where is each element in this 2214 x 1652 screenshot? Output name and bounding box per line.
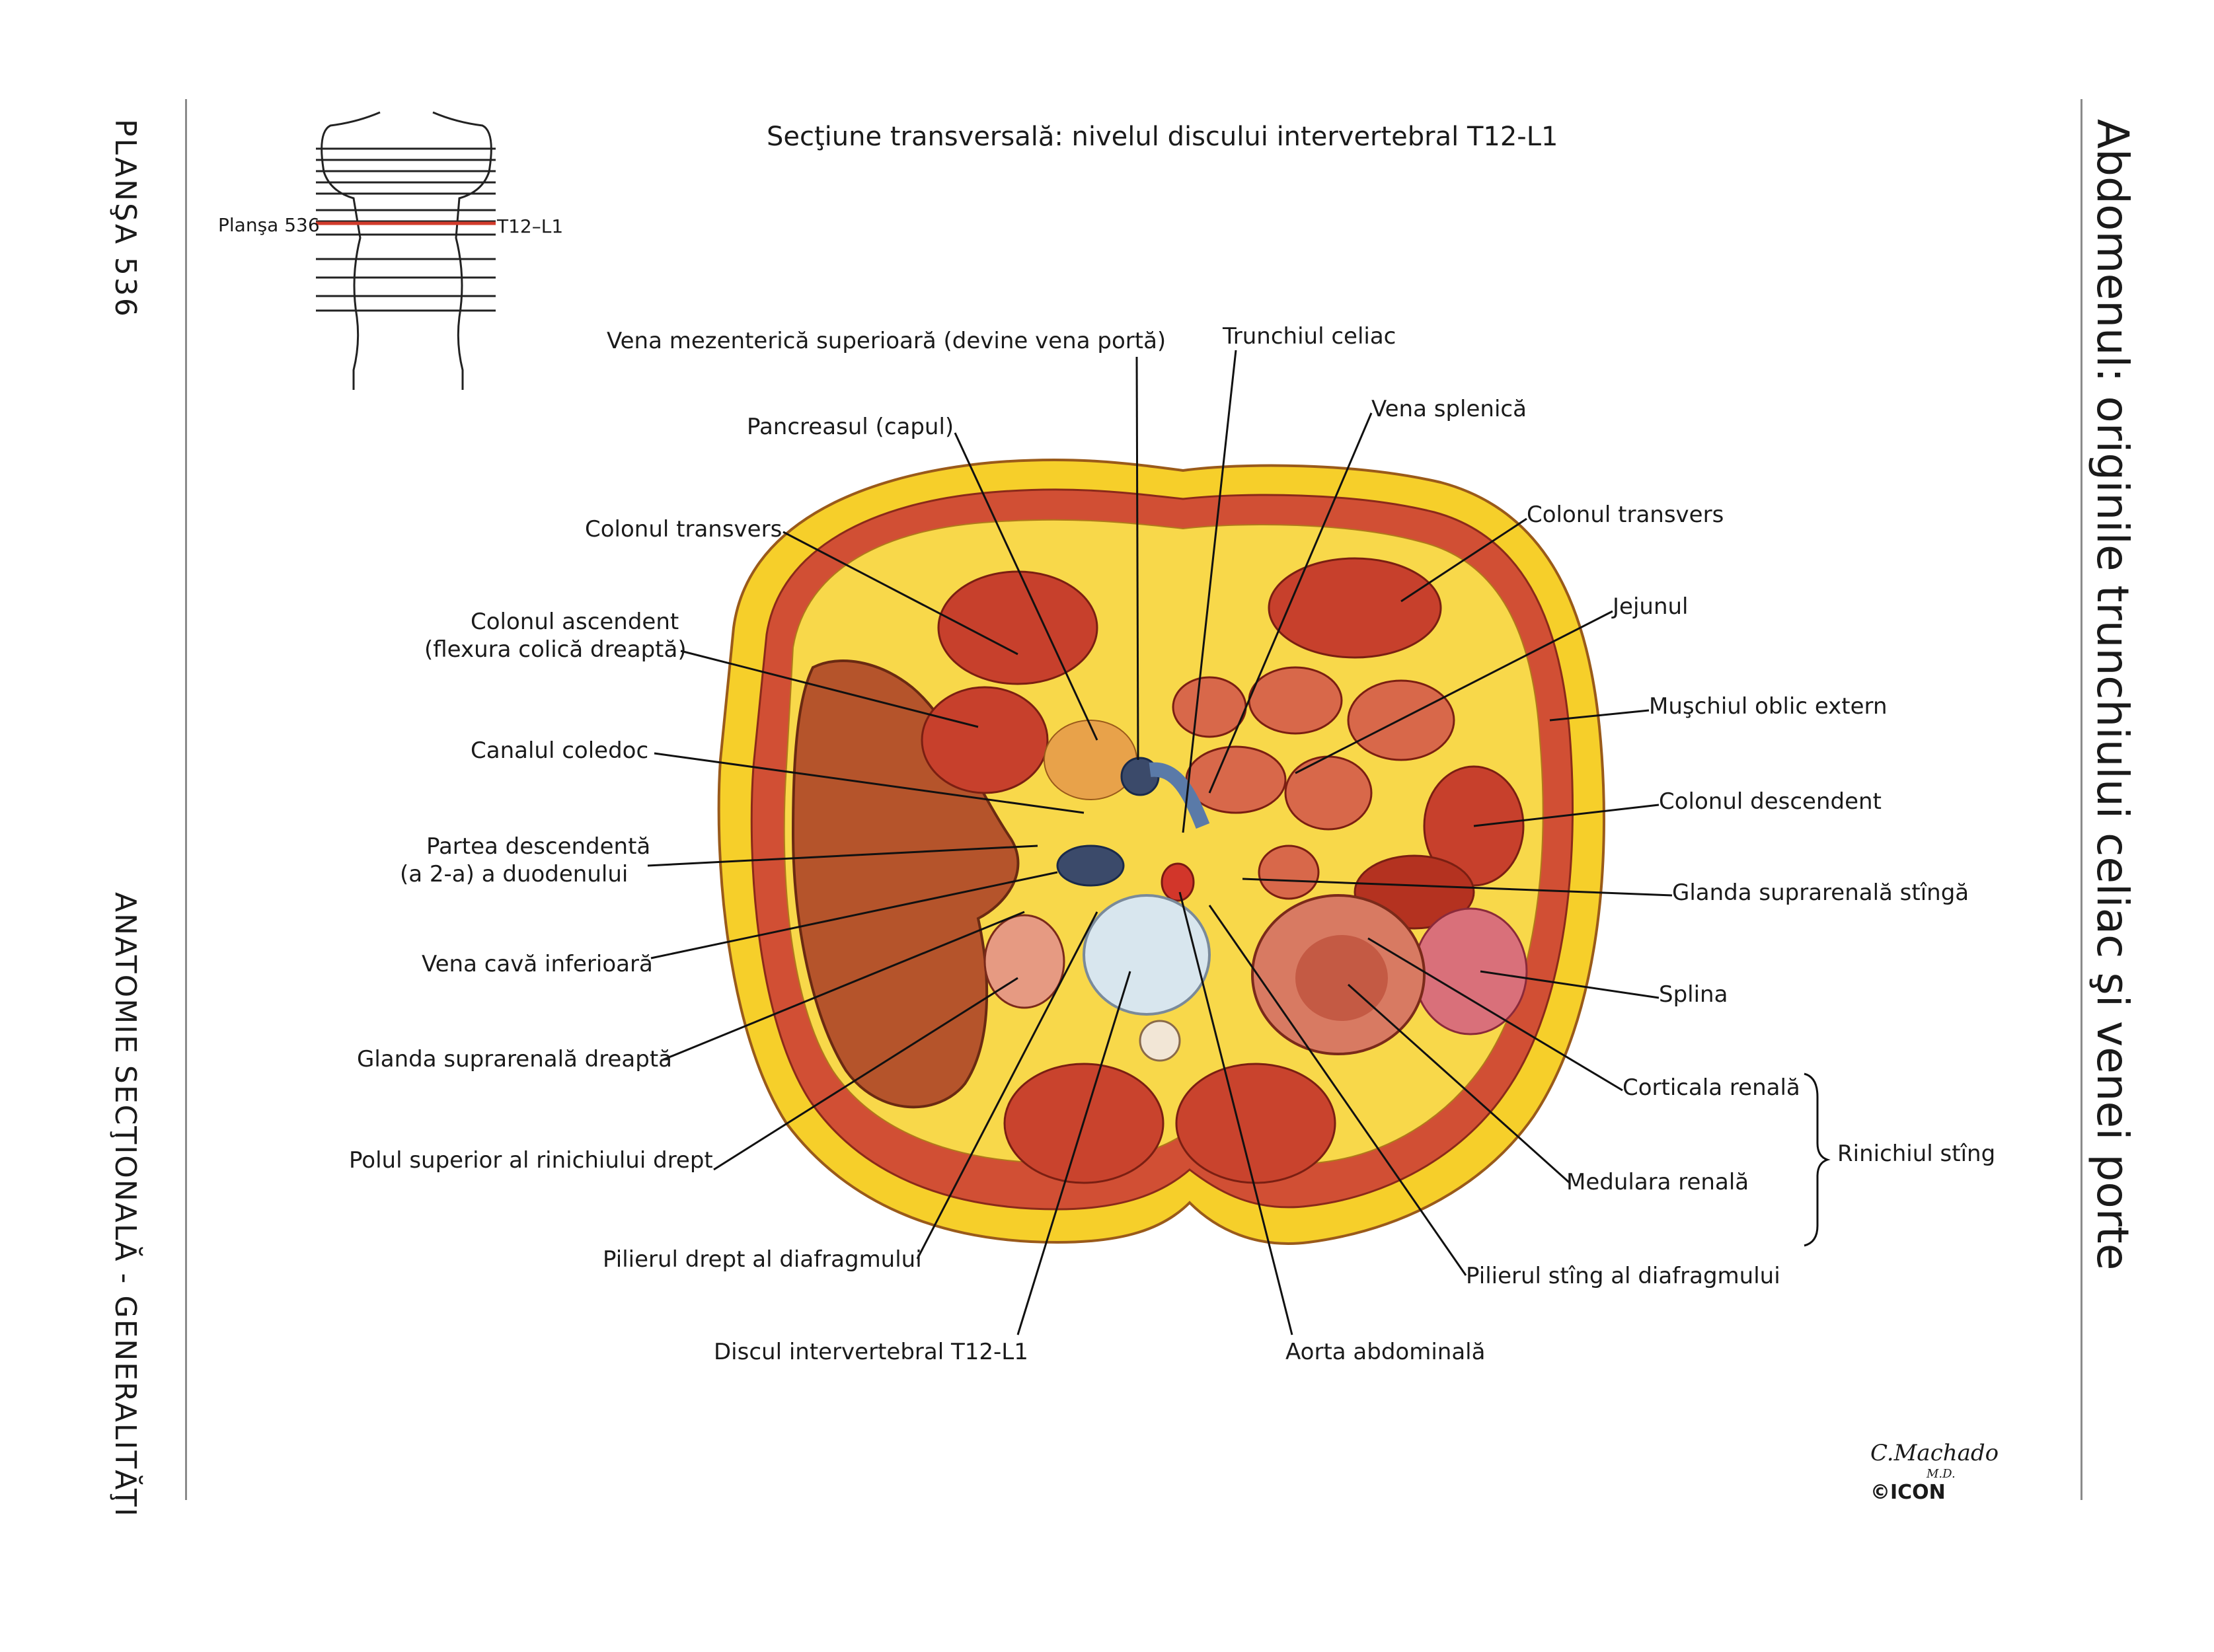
label-transverse-colon-right: Colonul transvers	[1527, 502, 1724, 528]
inferior-vena-cava	[1056, 845, 1125, 887]
left-divider	[185, 99, 187, 1500]
label-left-kidney: Rinichiul stîng	[1837, 1141, 1996, 1167]
orientation-plate-label: Planşa 536	[218, 214, 320, 236]
page-title: Secţiune transversală: nivelul discului …	[767, 122, 1558, 152]
splenic-vein	[1149, 762, 1210, 829]
label-left-crus: Pilierul stîng al diafragmului	[1466, 1263, 1780, 1289]
artist-degree: M.D.	[1927, 1467, 1956, 1481]
back-muscles-left	[1175, 1063, 1336, 1184]
transverse-colon-right-side	[937, 570, 1098, 685]
label-superior-mesenteric-vein: Vena mezenterică superioară (devine vena…	[607, 328, 1166, 354]
label-duodenum-1: Partea descendentă	[426, 833, 651, 860]
leader-lines	[647, 350, 1673, 1335]
spinal-cord	[1139, 1020, 1181, 1062]
publisher-logo: ©ICON	[1870, 1481, 1946, 1504]
right-divider	[2080, 99, 2082, 1500]
label-spleen: Splina	[1659, 981, 1728, 1008]
label-transverse-colon-left: Colonul transvers	[585, 516, 783, 543]
right-kidney	[983, 914, 1065, 1009]
jejunum-loops	[1172, 666, 1455, 900]
orientation-level-label: T12–L1	[497, 215, 564, 237]
kidney-brace	[1804, 1072, 1831, 1247]
intervertebral-disc	[1083, 894, 1211, 1016]
label-common-bile-duct: Canalul coledoc	[471, 737, 649, 764]
pancreas-head	[1044, 720, 1137, 800]
label-abdominal-aorta: Aorta abdominală	[1285, 1339, 1486, 1365]
label-ascending-colon-2: (flexura colică dreaptă)	[424, 636, 687, 663]
label-left-adrenal: Glanda suprarenală stîngă	[1672, 880, 1969, 906]
label-inferior-vena-cava: Vena cavă inferioară	[422, 951, 653, 977]
spleen	[1413, 907, 1528, 1035]
ascending-colon	[921, 686, 1049, 794]
artist-signature: C.Machado	[1870, 1440, 1999, 1466]
label-right-crus: Pilierul drept al diafragmului	[603, 1246, 922, 1273]
label-intervertebral-disc: Discul intervertebral T12-L1	[714, 1339, 1028, 1365]
label-renal-medulla: Medulara renală	[1566, 1169, 1749, 1195]
label-right-kidney-pole: Polul superior al rinichiului drept	[349, 1147, 713, 1174]
label-external-oblique: Muşchiul oblic extern	[1649, 693, 1888, 720]
label-renal-cortex: Corticala renală	[1622, 1074, 1800, 1101]
label-right-adrenal: Glanda suprarenală dreaptă	[357, 1046, 672, 1072]
abdominal-aorta	[1161, 862, 1195, 902]
label-splenic-vein: Vena splenică	[1371, 396, 1527, 422]
label-jejunum: Jejunul	[1613, 593, 1689, 620]
label-duodenum-2: (a 2-a) a duodenului	[400, 861, 629, 887]
label-descending-colon: Colonul descendent	[1659, 788, 1882, 815]
label-celiac-trunk: Trunchiul celiac	[1223, 323, 1396, 350]
transverse-colon-left-side	[1268, 557, 1442, 659]
label-ascending-colon-1: Colonul ascendent	[471, 609, 679, 635]
label-pancreas: Pancreasul (capul)	[747, 414, 954, 440]
